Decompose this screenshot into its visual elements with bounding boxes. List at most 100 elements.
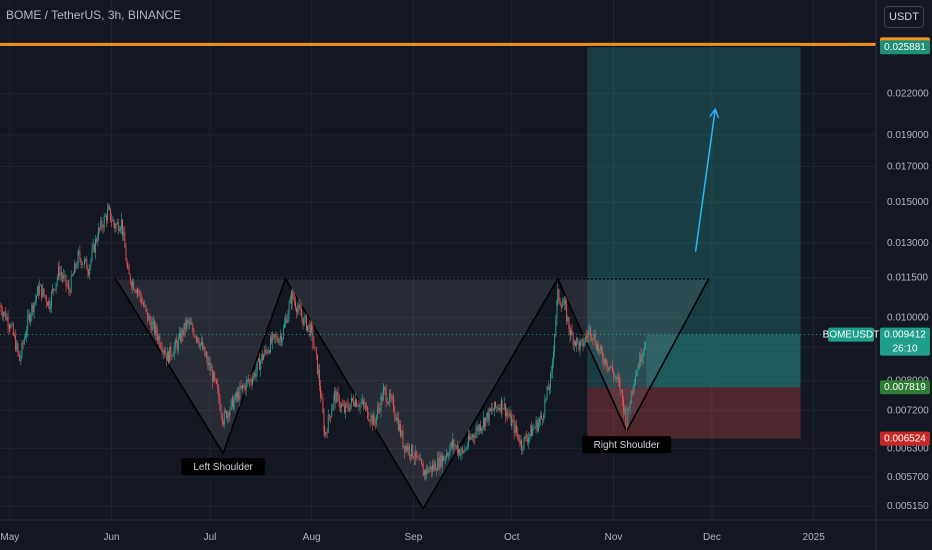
candle-body	[426, 467, 428, 475]
candle-body	[246, 380, 248, 382]
candle-body	[341, 404, 343, 408]
candle-body	[337, 392, 339, 396]
candle-body	[441, 456, 443, 467]
candle-body	[448, 455, 450, 456]
candle-body	[166, 354, 168, 361]
candle-body	[317, 369, 319, 374]
candle-body	[254, 373, 256, 378]
candle-body	[559, 300, 561, 304]
candle-body	[268, 351, 270, 353]
candle-body	[356, 399, 358, 407]
candle-body	[323, 412, 325, 433]
candle-body	[244, 385, 246, 391]
candle-body	[60, 272, 62, 276]
candle-body	[537, 422, 539, 431]
candle-body	[114, 224, 116, 229]
candle-body	[88, 272, 90, 275]
candle-body	[296, 308, 298, 313]
arrow-line	[694, 109, 716, 252]
candle-body	[567, 317, 569, 322]
candle-body	[561, 304, 563, 308]
candle-body	[29, 313, 30, 322]
candle-body	[182, 329, 184, 336]
candle-body	[245, 381, 247, 391]
candle-body	[238, 392, 240, 400]
candle-body	[515, 424, 517, 433]
candle-body	[529, 433, 531, 438]
candle-body	[30, 315, 32, 322]
candle-body	[528, 437, 530, 442]
candle-body	[473, 434, 475, 437]
candle-body	[412, 457, 414, 459]
candle-body	[560, 303, 562, 308]
candle-body	[38, 285, 40, 295]
candle-body	[497, 407, 499, 410]
candle-body	[160, 345, 162, 349]
candle-body	[432, 464, 434, 470]
candle-body	[555, 319, 557, 335]
candle-body	[274, 334, 276, 338]
symbol-tag-bg	[828, 327, 874, 342]
candle-body	[641, 357, 643, 362]
candle-body	[26, 330, 28, 337]
target-zone	[587, 47, 801, 388]
candle-body	[158, 336, 160, 340]
candle-body	[314, 346, 316, 349]
candle-body	[282, 327, 284, 339]
candle-body	[417, 456, 419, 458]
candle-body	[524, 435, 526, 438]
candle-body	[176, 342, 178, 350]
candle-body	[342, 404, 344, 406]
candle-body	[581, 339, 583, 342]
candle-body	[128, 268, 130, 275]
candle-body	[52, 288, 54, 293]
candle-body	[512, 419, 514, 421]
candle-body	[608, 367, 609, 370]
candle-body	[506, 412, 508, 417]
candle-body	[15, 335, 17, 351]
candle-body	[525, 435, 527, 440]
candle-body	[344, 405, 345, 413]
candle-body	[502, 408, 504, 410]
candle-body	[81, 263, 83, 265]
candle-body	[422, 466, 424, 477]
candle-body	[286, 318, 288, 323]
candle-body	[85, 258, 87, 260]
candle-body	[540, 415, 542, 420]
candle-body	[563, 304, 564, 306]
candle-body	[399, 424, 400, 431]
candle-body	[195, 336, 197, 339]
candle-body	[517, 432, 519, 435]
candle-body	[335, 390, 337, 403]
candle-body	[633, 383, 635, 387]
y-tick-label: 0.015000	[887, 197, 929, 208]
y-tick-label: 0.013000	[887, 238, 929, 249]
candle-body	[569, 328, 571, 336]
candle-body	[290, 296, 292, 304]
y-tick-label: 0.005150	[887, 501, 929, 512]
candle-body	[140, 296, 142, 303]
candle-body	[82, 263, 84, 265]
candle-body	[371, 415, 373, 426]
candle-body	[33, 302, 35, 312]
candle-body	[637, 367, 639, 373]
candle-body	[170, 346, 172, 357]
currency-button[interactable]: USDT	[884, 6, 924, 28]
candle-body	[218, 388, 220, 399]
candle-body	[554, 334, 556, 352]
candle-body	[616, 376, 618, 379]
candle-body	[41, 284, 43, 298]
candle-body	[209, 362, 211, 372]
candle-body	[584, 336, 586, 343]
candle-body	[465, 448, 467, 450]
candle-body	[181, 329, 183, 342]
chart-title: BOME / TetherUS, 3h, BINANCE	[6, 8, 182, 22]
candle-body	[228, 412, 230, 417]
candle-body	[599, 346, 601, 350]
candle-body	[202, 341, 204, 350]
candle-body	[13, 334, 15, 336]
candle-body	[23, 338, 25, 344]
current-price-tag-bg	[880, 327, 930, 356]
